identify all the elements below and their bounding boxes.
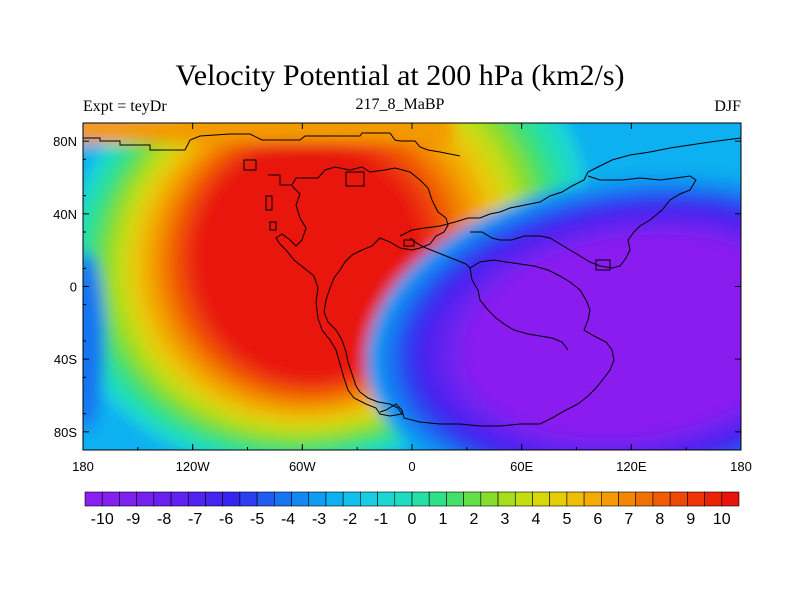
coastline-island-c: [403, 239, 415, 247]
colorbar-swatch: [394, 491, 413, 507]
colorbar-label: 3: [500, 511, 509, 528]
colorbar-swatch: [704, 491, 723, 507]
coastline-outlines: [83, 132, 741, 427]
coastline-southern-continent: [379, 259, 615, 427]
colorbar-swatch: [377, 491, 396, 507]
x-tick-label: 120E: [616, 459, 647, 474]
colorbar-swatch: [635, 491, 654, 507]
experiment-label: Expt = teyDr: [83, 98, 167, 115]
colorbar-swatch: [480, 491, 499, 507]
colorbar: -10 -9 -8 -7 -6 -5 -4 -3 -2 -1 0 1 2 3 4 5 6 7 8 9 10: [84, 491, 740, 528]
colorbar-swatch: [652, 491, 671, 507]
colorbar-label: -4: [281, 511, 295, 528]
colorbar-swatch: [136, 491, 155, 507]
colorbar-swatch: [497, 491, 516, 507]
y-tick-label: 0: [70, 280, 77, 295]
coastline-southern-interior: [469, 267, 569, 351]
field-band-polar: [83, 123, 453, 143]
colorbar-label: 6: [593, 511, 602, 528]
colorbar-label: 5: [562, 511, 571, 528]
coastline-eurasia: [399, 137, 741, 237]
colorbar-swatch: [153, 491, 172, 507]
period-label: 217_8_MaBP: [355, 96, 445, 113]
colorbar-swatch: [583, 491, 602, 507]
colorbar-swatch: [187, 491, 206, 507]
colorbar-swatch: [601, 491, 619, 507]
colorbar-swatch: [687, 491, 705, 507]
axes: 80N 40N 0 40S 80S 180 120W 60W 0 60E 120E 180: [53, 122, 752, 474]
field-band-positive: [220, 166, 396, 363]
colorbar-label: 2: [470, 511, 479, 528]
colorbar-swatch: [325, 491, 344, 507]
colorbar-swatch: [446, 491, 464, 507]
coastline-north-polar: [83, 132, 461, 157]
x-tick-label: 120W: [176, 459, 211, 474]
field-band-west-edge: [83, 251, 105, 431]
colorbar-label: -10: [91, 511, 114, 528]
field-layer: [83, 123, 741, 450]
colorbar-swatch: [101, 491, 120, 507]
coastline-americas: [243, 159, 449, 417]
colorbar-swatch: [256, 491, 275, 507]
colorbar-swatch: [239, 491, 258, 507]
x-tick-label: 60E: [510, 459, 533, 474]
colorbar-swatch: [721, 491, 740, 507]
colorbar-label: 9: [686, 511, 695, 528]
colorbar-swatch: [360, 491, 378, 507]
coastline-africa-north: [409, 237, 471, 269]
colorbar-label: -7: [188, 511, 202, 528]
coastline-greenland: [345, 171, 365, 187]
colorbar-swatch: [205, 491, 223, 507]
colorbar-label: 7: [624, 511, 633, 528]
field-band-negative: [478, 244, 741, 429]
colorbar-label: -5: [250, 511, 264, 528]
colorbar-swatch: [411, 491, 430, 507]
x-tick-label: 60W: [289, 459, 316, 474]
colorbar-label: -8: [157, 511, 171, 528]
field-smoothed: [83, 123, 741, 450]
coastline-island-b: [595, 259, 611, 271]
colorbar-swatch: [274, 491, 292, 507]
colorbar-label: -6: [219, 511, 233, 528]
y-tick-label: 80N: [53, 134, 77, 149]
y-tick-label: 80S: [54, 425, 77, 440]
colorbar-label: -1: [374, 511, 388, 528]
colorbar-label: -9: [126, 511, 140, 528]
y-tick-label: 40N: [53, 207, 77, 222]
y-tick-label: 40S: [54, 352, 77, 367]
colorbar-swatch: [549, 491, 568, 507]
colorbar-swatch: [342, 491, 361, 507]
colorbar-swatch: [308, 491, 327, 507]
season-label: DJF: [714, 98, 741, 115]
colorbar-swatch: [170, 491, 189, 507]
colorbar-swatch: [84, 491, 103, 507]
colorbar-swatch: [291, 491, 310, 507]
coastline-asia-south: [470, 175, 697, 269]
colorbar-swatch: [463, 491, 482, 507]
colorbar-swatch: [532, 491, 550, 507]
colorbar-label: 0: [408, 511, 417, 528]
colorbar-label: 4: [531, 511, 540, 528]
colorbar-swatch: [618, 491, 637, 507]
colorbar-swatch: [428, 491, 447, 507]
coastline-island-a: [265, 195, 277, 231]
colorbar-label: 10: [713, 511, 731, 528]
chart-title: Velocity Potential at 200 hPa (km2/s): [175, 59, 625, 92]
colorbar-label: -2: [343, 511, 357, 528]
colorbar-swatch: [669, 491, 688, 507]
colorbar-label: -3: [312, 511, 326, 528]
colorbar-label: 1: [439, 511, 448, 528]
colorbar-swatch: [119, 491, 137, 507]
x-tick-label: 180: [72, 459, 94, 474]
colorbar-swatch: [514, 491, 533, 507]
colorbar-swatch: [566, 491, 585, 507]
colorbar-swatch: [222, 491, 241, 507]
x-tick-label: 0: [408, 459, 415, 474]
colorbar-label: 8: [655, 511, 664, 528]
x-tick-label: 180: [730, 459, 752, 474]
